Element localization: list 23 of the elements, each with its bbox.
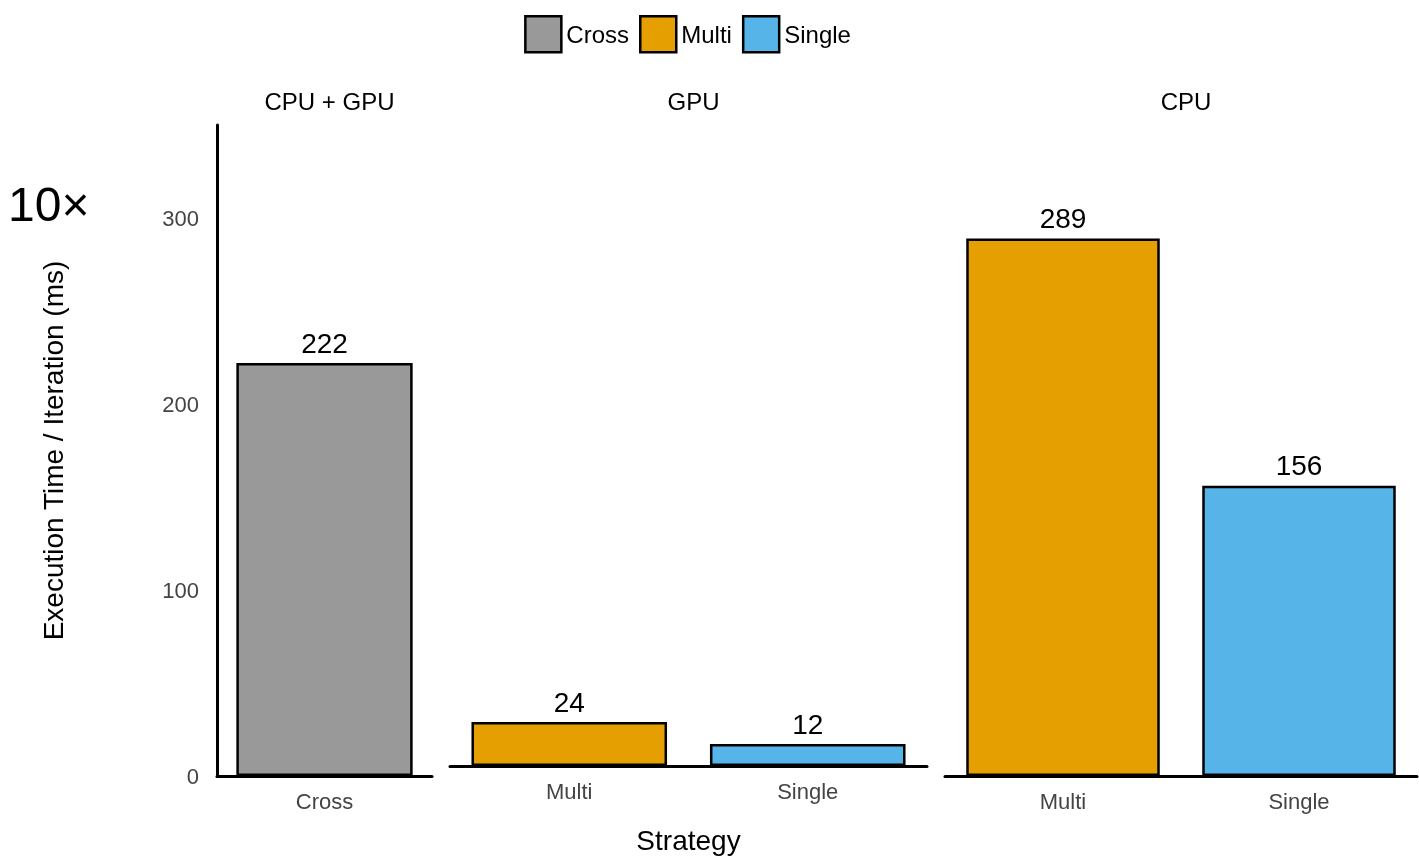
y-tick-label: 300 — [162, 205, 199, 231]
data-label: 156 — [1275, 450, 1323, 482]
data-label: 289 — [1039, 202, 1087, 234]
x-axis-title: Strategy — [636, 824, 741, 856]
chart-title: CPU — [1160, 87, 1212, 115]
y-tick-label: 0 — [186, 763, 199, 789]
text: 10× — [8, 177, 90, 231]
data-label: 222 — [301, 327, 348, 359]
y-tick-label: 100 — [162, 577, 199, 603]
legend-label: Cross — [566, 20, 630, 48]
x-tick-label: Cross — [295, 788, 354, 814]
x-tick-label: Multi — [1039, 788, 1087, 814]
legend-label: Multi — [681, 20, 732, 48]
legend-label: Single — [784, 20, 851, 48]
x-tick-label: Multi — [546, 778, 593, 804]
data-label: 24 — [553, 686, 585, 718]
chart-title: GPU — [667, 87, 720, 115]
data-label: 12 — [792, 708, 824, 740]
y-axis-title: Execution Time / Iteration (ms) — [37, 260, 69, 641]
x-tick-label: Single — [777, 778, 839, 804]
y-tick-label: 200 — [162, 391, 199, 417]
chart-title: CPU + GPU — [264, 87, 395, 115]
x-tick-label: Single — [1268, 788, 1330, 814]
